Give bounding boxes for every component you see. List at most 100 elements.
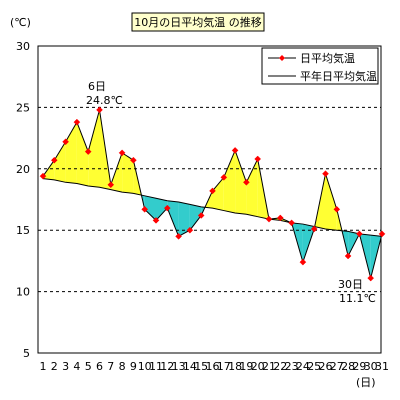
x-tick-label: 31 (375, 360, 389, 373)
plot-frame (37, 45, 382, 354)
x-tick-label: 30 (364, 360, 378, 373)
data-point (62, 138, 69, 146)
x-tick-label: 5 (85, 360, 92, 373)
x-tick-label: 8 (119, 360, 126, 373)
deviation-fill (178, 201, 190, 237)
data-point (197, 212, 205, 219)
x-axis-ticks: 1 2 3 4 5 6 7 8 9 1011121314151617181920212223242… (40, 360, 390, 373)
y-tick-label: 30 (16, 40, 30, 53)
annotation-max-day: 6日 (88, 80, 106, 93)
data-point (276, 214, 284, 222)
x-tick-label: 20 (251, 360, 265, 373)
y-tick-label: 20 (16, 163, 30, 176)
x-tick-label: 29 (352, 360, 366, 373)
data-point (288, 219, 295, 227)
data-point (96, 106, 103, 114)
data-point (299, 258, 307, 266)
data-point (243, 178, 250, 186)
data-point (186, 226, 194, 234)
deviation-fill (212, 177, 224, 211)
annotation-max-value: 24.8℃ (86, 94, 123, 107)
x-tick-label: 9 (130, 360, 137, 373)
x-tick-label: 1 (40, 360, 47, 373)
deviation-fill (325, 173, 337, 231)
series-line-normal (42, 178, 383, 237)
x-tick-label: 7 (107, 360, 114, 373)
annotation-min-day: 30日 (338, 278, 363, 291)
data-point (163, 204, 171, 212)
deviation-fill (144, 195, 156, 221)
legend-label-daily: 日平均気温 (300, 51, 355, 65)
data-point (141, 205, 149, 213)
x-tick-label: 19 (239, 360, 253, 373)
x-tick-label: 11 (149, 360, 163, 373)
data-point (39, 172, 47, 180)
x-tick-label: 6 (96, 360, 103, 373)
annotation-min: 30日 11.1℃ (338, 278, 376, 305)
x-tick-label: 18 (228, 360, 242, 373)
chart-title-text: 10月の日平均気温 の推移 (134, 15, 262, 29)
deviation-fill (167, 200, 179, 237)
x-tick-label: 25 (307, 360, 321, 373)
x-axis-label: (日) (356, 376, 376, 389)
data-point (344, 252, 352, 260)
data-point (322, 170, 329, 178)
x-tick-label: 12 (160, 360, 174, 373)
y-tick-label: 10 (16, 286, 30, 299)
y-axis-label: (℃) (10, 16, 31, 29)
data-points (39, 106, 386, 282)
title-box (131, 12, 265, 32)
x-tick-label: 24 (296, 360, 310, 373)
x-tick-label: 4 (73, 360, 80, 373)
x-tick-label: 23 (285, 360, 299, 373)
data-point (333, 205, 341, 213)
annotation-max: 6日 24.8℃ (86, 80, 123, 107)
deviation-fill (76, 122, 89, 186)
data-point (152, 217, 160, 224)
legend-box (261, 47, 379, 85)
x-tick-label: 15 (194, 360, 208, 373)
data-point (209, 187, 216, 195)
legend: 日平均気温 平年日平均気温 (261, 47, 379, 85)
x-tick-label: 13 (172, 360, 186, 373)
annotation-min-value: 11.1℃ (339, 292, 376, 305)
deviation-fill (88, 109, 100, 188)
deviation-fill (246, 158, 258, 217)
y-tick-label: 5 (23, 347, 30, 360)
x-tick-label: 28 (341, 360, 355, 373)
data-point (220, 174, 228, 181)
x-tick-label: 22 (273, 360, 287, 373)
y-axis-ticks: 5 10 15 20 25 30 (16, 40, 30, 360)
data-point (310, 225, 318, 233)
deviation-fill (54, 141, 66, 183)
data-point (254, 155, 262, 163)
data-point (175, 232, 182, 240)
x-tick-label: 14 (183, 360, 197, 373)
data-point (378, 230, 386, 238)
deviation-fill (235, 150, 247, 215)
data-point (231, 147, 239, 154)
data-point (50, 156, 58, 164)
data-point (107, 181, 115, 189)
chart-title: 10月の日平均気温 の推移 (131, 12, 265, 32)
x-tick-label: 3 (62, 360, 69, 373)
data-point (130, 156, 137, 164)
legend-swatch-daily-marker (279, 55, 285, 61)
x-tick-label: 27 (330, 360, 344, 373)
x-tick-label: 21 (262, 360, 276, 373)
y-tick-label: 15 (16, 224, 30, 237)
data-point (265, 215, 273, 223)
data-point (118, 149, 126, 157)
x-tick-label: 16 (206, 360, 220, 373)
deviation-fill (122, 152, 134, 194)
x-tick-label: 2 (51, 360, 58, 373)
data-point (84, 148, 92, 155)
x-tick-label: 10 (138, 360, 152, 373)
deviation-fill (156, 198, 168, 221)
deviation-fill (110, 152, 123, 193)
deviation-fill (189, 204, 202, 231)
y-tick-label: 25 (16, 101, 30, 114)
legend-label-normal: 平年日平均気温 (300, 69, 377, 83)
data-point (367, 274, 375, 282)
